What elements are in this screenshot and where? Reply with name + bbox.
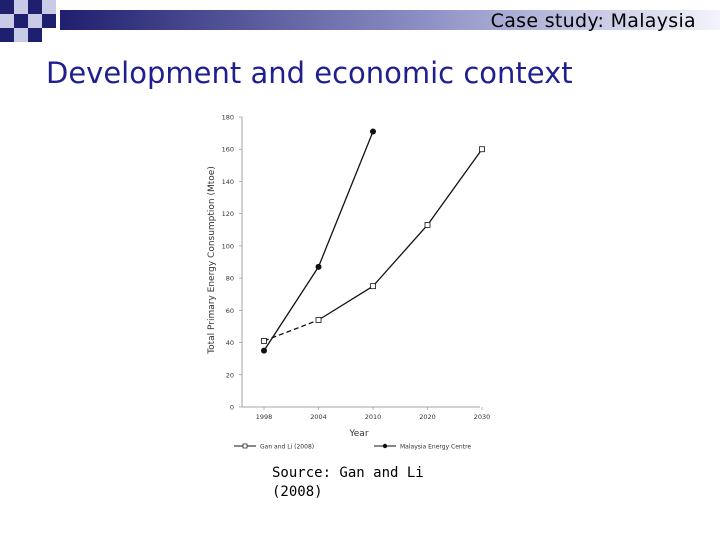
y-tick-label: 100 [222,242,234,250]
x-axis-label: Year [348,429,368,439]
x-tick-label: 2004 [310,413,327,421]
y-axis-label: Total Primary Energy Consumption (Mtoe) [207,166,217,355]
legend-label: Malaysia Energy Centre [400,444,471,451]
y-tick-label: 40 [226,339,234,347]
legend-marker [242,443,248,449]
legend-marker [382,443,388,449]
source-line-1: Source: Gan and Li [272,465,424,481]
source-citation: Source: Gan and Li (2008) [272,464,452,502]
x-tick-label: 2010 [365,413,382,421]
x-tick-label: 2030 [474,413,491,421]
data-point [261,338,267,344]
series-line-segment [317,131,374,268]
energy-consumption-chart: 0 20 40 60 80 100 120 140 160 180 1998 2004 2010 202… [207,114,491,451]
y-tick-label: 80 [226,275,234,283]
y-tick-label: 60 [226,307,234,315]
y-tick-label: 140 [222,178,234,186]
legend-label: Gan and Li (2008) [260,444,314,451]
series-line-segment [372,224,428,287]
y-tick-label: 0 [230,404,234,412]
series-line-segment [318,285,374,321]
data-point [370,128,376,135]
data-point [315,263,322,270]
series-line-segment [426,148,483,226]
y-tick-label: 180 [222,114,234,122]
x-tick-label: 1998 [256,413,273,421]
series-line-segment [263,266,320,351]
data-point [315,317,322,323]
y-tick-label: 120 [222,210,234,218]
header-title: Case study: Malaysia [490,10,696,32]
data-point [479,146,485,153]
page-title: Development and economic context [46,56,573,90]
data-point [261,347,267,354]
y-tick-label: 160 [222,146,234,154]
data-point [424,222,431,228]
source-line-2: (2008) [272,484,323,500]
x-tick-label: 2020 [419,413,436,421]
header-decoration [0,0,720,42]
y-tick-label: 20 [226,371,234,379]
data-point [370,283,376,290]
